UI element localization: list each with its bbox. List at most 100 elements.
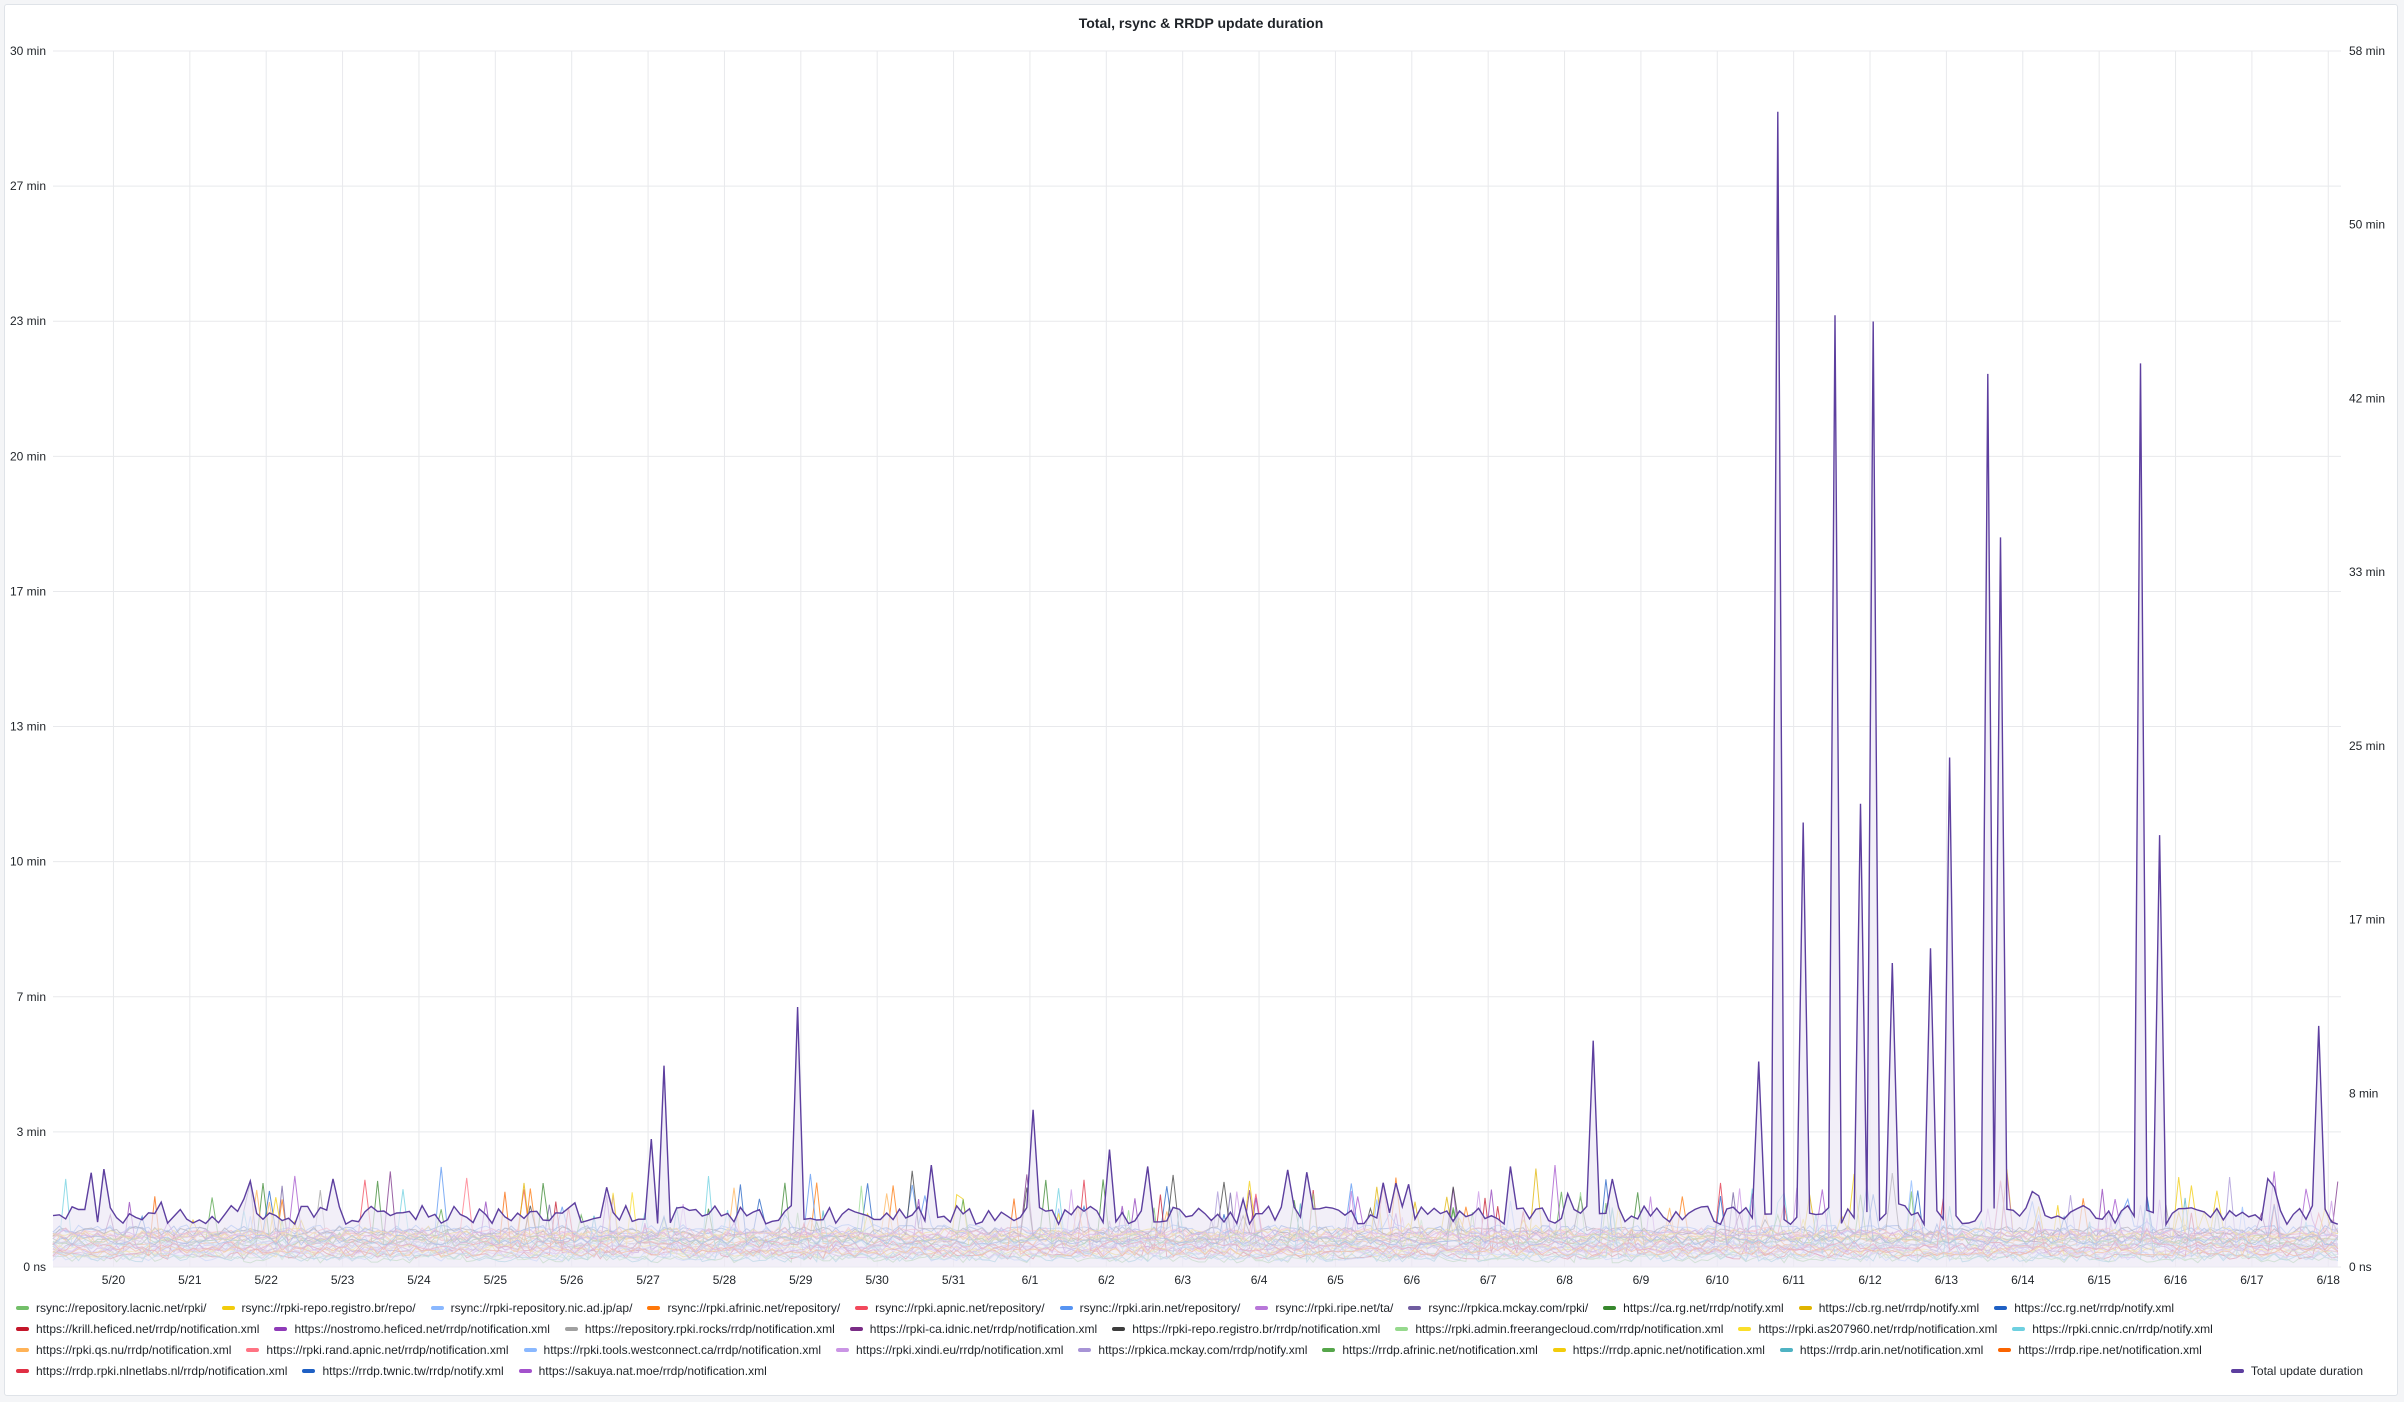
legend-swatch (274, 1326, 288, 1331)
legend-label: https://rpki-ca.idnic.net/rrdp/notificat… (869, 1321, 1098, 1336)
legend-swatch (1738, 1326, 1752, 1331)
legend-item[interactable]: https://rpki.admin.freerangecloud.com/rr… (1395, 1318, 1723, 1339)
y-left-tick-label: 23 min (10, 314, 46, 328)
x-tick-label: 6/8 (1556, 1273, 1573, 1287)
legend-item[interactable]: rsync://rpki-repo.registro.br/repo/ (221, 1297, 416, 1318)
legend-swatch (246, 1347, 260, 1352)
legend-item[interactable]: rsync://rpki-repository.nic.ad.jp/ap/ (430, 1297, 632, 1318)
y-right-tick-label: 25 min (2349, 739, 2385, 753)
legend-swatch (16, 1368, 29, 1373)
y-left-tick-label: 10 min (10, 855, 46, 869)
legend-item[interactable]: rsync://rpkica.mckay.com/rpki/ (1408, 1297, 1588, 1318)
legend-swatch (16, 1305, 29, 1310)
legend-swatch (518, 1368, 532, 1373)
x-tick-label: 5/31 (942, 1273, 966, 1287)
legend-item[interactable]: rsync://rpki.apnic.net/repository/ (855, 1297, 1045, 1318)
legend-swatch (836, 1347, 849, 1352)
x-tick-label: 6/7 (1480, 1273, 1497, 1287)
legend-item[interactable]: https://rrdp.afrinic.net/notification.xm… (1322, 1339, 1538, 1360)
legend-swatch (2012, 1326, 2026, 1331)
legend-label: https://cc.rg.net/rrdp/notify.xml (2014, 1300, 2175, 1315)
legend-item[interactable]: https://cc.rg.net/rrdp/notify.xml (1994, 1297, 2174, 1318)
x-tick-label: 6/17 (2240, 1273, 2264, 1287)
legend-label: https://ca.rg.net/rrdp/notify.xml (1623, 1300, 1784, 1315)
legend-label: https://rrdp.arin.net/notification.xml (1799, 1342, 1984, 1357)
legend-item-total[interactable]: Total update duration (2230, 1360, 2363, 1381)
legend-item[interactable]: https://rpkica.mckay.com/rrdp/notify.xml (1078, 1339, 1307, 1360)
y-left-tick-label: 13 min (10, 720, 46, 734)
legend-label: https://rrdp.rpki.nlnetlabs.nl/rrdp/noti… (36, 1363, 288, 1378)
legend-label: https://rpki.as207960.net/rrdp/notificat… (1758, 1321, 1998, 1336)
legend-swatch (1408, 1305, 1422, 1310)
legend-item[interactable]: https://rrdp.rpki.nlnetlabs.nl/rrdp/noti… (16, 1360, 287, 1381)
total-series-line (52, 111, 2339, 1227)
legend-swatch (2230, 1368, 2244, 1373)
legend-item[interactable]: https://rrdp.twnic.tw/rrdp/notify.xml (302, 1360, 504, 1381)
legend-item[interactable]: https://repository.rpki.rocks/rrdp/notif… (564, 1318, 835, 1339)
legend-item[interactable]: https://sakuya.nat.moe/rrdp/notification… (518, 1360, 767, 1381)
legend-swatch (564, 1326, 578, 1331)
x-tick-label: 5/23 (331, 1273, 355, 1287)
legend-label: rsync://rpki.afrinic.net/repository/ (667, 1300, 841, 1315)
legend-label: rsync://rpki-repo.registro.br/repo/ (241, 1300, 416, 1315)
legend-label: https://sakuya.nat.moe/rrdp/notification… (538, 1363, 767, 1378)
legend-swatch (1552, 1347, 1566, 1352)
legend-item[interactable]: https://cb.rg.net/rrdp/notify.xml (1798, 1297, 1980, 1318)
legend-label: https://rrdp.apnic.net/notification.xml (1572, 1342, 1765, 1357)
legend-item[interactable]: https://ca.rg.net/rrdp/notify.xml (1603, 1297, 1784, 1318)
y-left-tick-label: 17 min (10, 584, 46, 598)
x-tick-label: 6/14 (2011, 1273, 2035, 1287)
legend-label: rsync://repository.lacnic.net/rpki/ (36, 1300, 207, 1315)
legend-item[interactable]: https://rpki.tools.westconnect.ca/rrdp/n… (523, 1339, 821, 1360)
legend-label: https://rpki-repo.registro.br/rrdp/notif… (1132, 1321, 1381, 1336)
legend-label: https://rpki.rand.apnic.net/rrdp/notific… (266, 1342, 509, 1357)
x-tick-label: 5/24 (407, 1273, 431, 1287)
x-tick-label: 6/18 (2317, 1273, 2341, 1287)
x-tick-label: 5/28 (713, 1273, 737, 1287)
legend-label: https://rpkica.mckay.com/rrdp/notify.xml (1098, 1342, 1308, 1357)
legend-label: https://rpki.tools.westconnect.ca/rrdp/n… (543, 1342, 821, 1357)
legend-item[interactable]: https://rrdp.arin.net/notification.xml (1779, 1339, 1984, 1360)
x-tick-label: 5/29 (789, 1273, 813, 1287)
legend-item[interactable]: https://rrdp.ripe.net/notification.xml (1998, 1339, 2202, 1360)
legend-item[interactable]: https://rpki.cnnic.cn/rrdp/notify.xml (2012, 1318, 2213, 1339)
legend-swatch (1994, 1305, 2008, 1310)
legend-label: https://rpki.xindi.eu/rrdp/notification.… (856, 1342, 1064, 1357)
legend-swatch (16, 1347, 29, 1352)
x-tick-label: 5/20 (102, 1273, 126, 1287)
legend-item[interactable]: https://rrdp.apnic.net/notification.xml (1552, 1339, 1765, 1360)
y-left-tick-label: 30 min (10, 44, 46, 58)
x-tick-label: 6/12 (1858, 1273, 1882, 1287)
legend-label: https://nostromo.heficed.net/rrdp/notifi… (294, 1321, 550, 1336)
legend-item[interactable]: https://rpki.xindi.eu/rrdp/notification.… (836, 1339, 1063, 1360)
legend-swatch (523, 1347, 537, 1352)
y-right-tick-label: 0 ns (2349, 1260, 2372, 1274)
x-tick-label: 6/10 (1706, 1273, 1730, 1287)
legend-item[interactable]: https://rpki-ca.idnic.net/rrdp/notificat… (849, 1318, 1098, 1339)
chart-title: Total, rsync & RRDP update duration (1078, 15, 1324, 31)
legend-label: https://rrdp.twnic.tw/rrdp/notify.xml (322, 1363, 504, 1378)
legend: rsync://repository.lacnic.net/rpki/rsync… (16, 1297, 2382, 1379)
legend-item[interactable]: rsync://rpki.arin.net/repository/ (1059, 1297, 1240, 1318)
legend-swatch (855, 1305, 869, 1310)
legend-item[interactable]: rsync://repository.lacnic.net/rpki/ (16, 1297, 207, 1318)
legend-item[interactable]: rsync://rpki.ripe.net/ta/ (1255, 1297, 1393, 1318)
legend-item[interactable]: rsync://rpki.afrinic.net/repository/ (647, 1297, 840, 1318)
legend-label: https://rpki.admin.freerangecloud.com/rr… (1415, 1321, 1724, 1336)
legend-item[interactable]: https://rpki.rand.apnic.net/rrdp/notific… (246, 1339, 509, 1360)
legend-item[interactable]: https://rpki-repo.registro.br/rrdp/notif… (1112, 1318, 1380, 1339)
legend-item[interactable]: https://rpki.as207960.net/rrdp/notificat… (1738, 1318, 1997, 1339)
legend-item[interactable]: https://nostromo.heficed.net/rrdp/notifi… (274, 1318, 550, 1339)
y-right-tick-label: 50 min (2349, 218, 2385, 232)
y-right-tick-label: 8 min (2349, 1086, 2378, 1100)
x-tick-label: 6/6 (1403, 1273, 1420, 1287)
legend-item[interactable]: https://rpki.qs.nu/rrdp/notification.xml (16, 1339, 231, 1360)
y-left-tick-label: 7 min (17, 990, 46, 1004)
legend-label: Total update duration (2250, 1363, 2363, 1378)
legend-label: https://krill.heficed.net/rrdp/notificat… (36, 1321, 260, 1336)
x-tick-label: 6/3 (1174, 1273, 1191, 1287)
legend-item[interactable]: https://krill.heficed.net/rrdp/notificat… (16, 1318, 259, 1339)
y-right-tick-label: 42 min (2349, 391, 2385, 405)
legend-label: https://cb.rg.net/rrdp/notify.xml (1818, 1300, 1980, 1315)
